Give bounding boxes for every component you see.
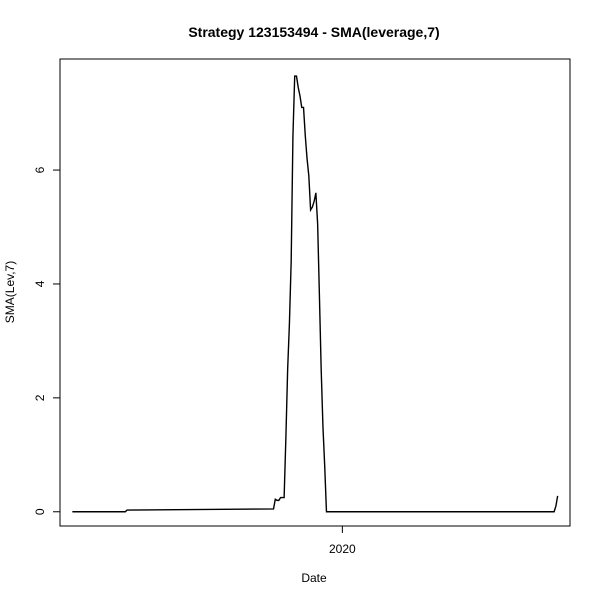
y-axis-label: SMA(Lev,7) — [3, 261, 17, 323]
x-axis-label: Date — [301, 571, 327, 585]
series-line — [72, 75, 559, 513]
y-tick-label: 6 — [33, 166, 47, 173]
x-tick-label: 2020 — [329, 542, 356, 556]
x-axis: 2020 — [329, 526, 356, 556]
chart-title: Strategy 123153494 - SMA(leverage,7) — [188, 24, 439, 40]
plot-frame — [59, 58, 571, 527]
y-tick-label: 0 — [33, 508, 47, 515]
y-tick-label: 4 — [33, 280, 47, 287]
y-tick-label: 2 — [33, 394, 47, 401]
y-axis: 0 2 4 6 — [33, 166, 61, 515]
